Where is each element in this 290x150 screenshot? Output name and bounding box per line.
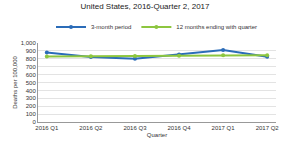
svg-text:400: 400 — [26, 88, 37, 94]
svg-text:2016 Q3: 2016 Q3 — [123, 125, 147, 131]
svg-text:2016 Q4: 2016 Q4 — [168, 125, 192, 131]
svg-text:500: 500 — [26, 80, 37, 86]
svg-text:900: 900 — [26, 48, 37, 54]
svg-text:200: 200 — [26, 103, 37, 109]
svg-text:3-month period: 3-month period — [91, 24, 131, 30]
svg-text:800: 800 — [26, 56, 37, 62]
svg-text:700: 700 — [26, 64, 37, 70]
svg-text:2017 Q2: 2017 Q2 — [256, 125, 280, 131]
svg-text:100: 100 — [26, 111, 37, 117]
svg-text:300: 300 — [26, 95, 37, 101]
svg-text:600: 600 — [26, 72, 37, 78]
svg-text:1,000: 1,000 — [21, 40, 37, 46]
svg-text:2016 Q2: 2016 Q2 — [79, 125, 103, 131]
svg-text:Quarter: Quarter — [147, 132, 167, 138]
svg-text:United States, 2016-Quarter 2,: United States, 2016-Quarter 2, 2017 — [81, 2, 211, 11]
svg-text:2016 Q1: 2016 Q1 — [35, 125, 59, 131]
svg-text:0: 0 — [32, 119, 36, 125]
svg-text:12 months ending with quarter: 12 months ending with quarter — [176, 24, 257, 30]
svg-text:Deaths per 100,000: Deaths per 100,000 — [12, 55, 18, 108]
svg-text:2017 Q1: 2017 Q1 — [212, 125, 236, 131]
